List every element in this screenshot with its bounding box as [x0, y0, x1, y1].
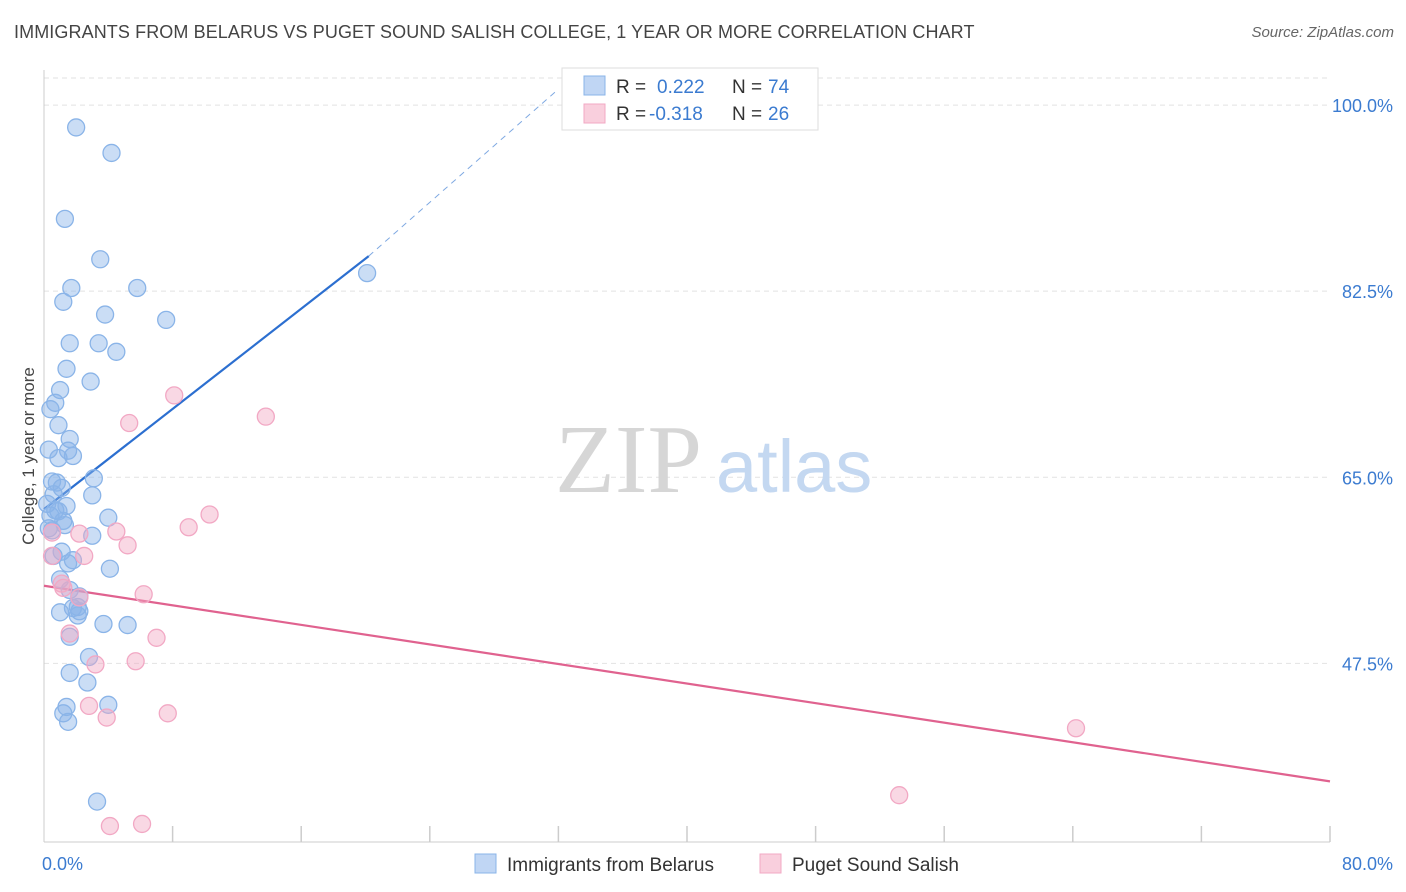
point-series1-6 — [42, 523, 62, 542]
legend-n-value-2: 26 — [768, 104, 789, 125]
series-legend-swatch-salish — [759, 853, 782, 874]
legend-r-value-1: 0.222 — [657, 77, 705, 98]
point-series1-18 — [86, 655, 105, 674]
point-series1-23 — [890, 786, 909, 805]
y-axis-label: College, 1 year or more — [19, 367, 38, 545]
point-series0-35 — [99, 508, 118, 527]
point-series0-1 — [102, 143, 121, 163]
legend-swatch-pink — [583, 103, 606, 124]
trend-line-extension-series0 — [368, 88, 559, 257]
point-series0-3 — [91, 250, 110, 269]
point-series0-61 — [54, 704, 73, 723]
point-series1-24 — [100, 816, 120, 836]
point-series0-10 — [89, 334, 108, 353]
point-series0-23 — [84, 469, 103, 488]
point-series1-22 — [1066, 719, 1086, 738]
x-tick-label-1: 80.0% — [1342, 854, 1393, 874]
point-series0-62 — [58, 712, 78, 731]
legend-n-value-1: 74 — [768, 77, 790, 98]
point-series0-4 — [62, 278, 81, 298]
point-series0-51 — [50, 603, 70, 622]
point-series0-6 — [54, 292, 73, 311]
point-series0-12 — [57, 359, 76, 378]
point-series1-19 — [158, 704, 177, 723]
chart-title: IMMIGRANTS FROM BELARUS VS PUGET SOUND S… — [14, 22, 975, 42]
stats-legend: R = 0.222 N = 74 R = -0.318 N = 26 — [561, 67, 819, 131]
point-series0-22 — [49, 448, 68, 468]
y-tick-label-3: 100.0% — [1332, 96, 1393, 116]
series-legend-label-salish: Puget Sound Salish — [792, 855, 959, 876]
source-credit: Source: ZipAtlas.com — [1251, 24, 1394, 41]
point-series1-8 — [118, 536, 137, 555]
point-series0-56 — [79, 647, 99, 667]
point-series0-11 — [107, 342, 126, 361]
point-series1-15 — [60, 624, 79, 643]
point-series1-7 — [70, 524, 89, 543]
point-series0-52 — [68, 606, 87, 625]
point-series0-53 — [94, 614, 113, 634]
trend-line-series1 — [43, 584, 1331, 783]
watermark-zip: ZIP — [555, 406, 702, 514]
point-series1-25 — [132, 814, 152, 834]
point-series1-4 — [179, 518, 198, 537]
trend-line-series0 — [43, 255, 370, 511]
series-legend-swatch-belarus — [474, 853, 497, 874]
point-series1-21 — [97, 708, 116, 727]
point-series0-28 — [83, 486, 102, 505]
point-series0-8 — [157, 310, 176, 330]
y-tick-label-2: 82.5% — [1342, 282, 1393, 302]
legend-n-label-2: N = — [732, 104, 762, 125]
legend-r-value-2: -0.318 — [649, 104, 703, 125]
point-series0-63 — [87, 792, 107, 811]
point-series0-9 — [60, 334, 79, 353]
series-legend: Immigrants from Belarus Puget Sound Sali… — [474, 853, 959, 876]
point-series1-14 — [70, 588, 89, 607]
watermark: ZIP atlas — [555, 406, 872, 514]
tick-labels: 47.5% 65.0% 82.5% 100.0% 0.0% 80.0% — [42, 96, 1393, 874]
point-series1-17 — [126, 652, 145, 671]
legend-swatch-blue — [583, 75, 606, 96]
x-tick-label-0: 0.0% — [42, 854, 83, 874]
point-series0-21 — [63, 446, 83, 466]
point-series1-3 — [200, 505, 219, 524]
point-series0-0 — [67, 118, 86, 137]
point-series0-2 — [55, 209, 75, 229]
series-legend-label-belarus: Immigrants from Belarus — [507, 855, 714, 876]
trend-lines — [43, 88, 1331, 783]
point-series1-16 — [147, 628, 166, 647]
point-series0-58 — [78, 673, 97, 692]
point-series0-43 — [58, 554, 78, 573]
legend-n-label-1: N = — [732, 77, 762, 98]
grid-lines — [44, 77, 1330, 664]
point-series1-0 — [165, 386, 184, 405]
point-series0-17 — [49, 416, 68, 435]
point-series0-7 — [95, 305, 115, 324]
y-tick-label-1: 65.0% — [1342, 468, 1393, 488]
point-series0-5 — [128, 278, 147, 298]
point-series0-13 — [81, 372, 100, 391]
point-series0-54 — [118, 615, 137, 635]
point-series0-44 — [100, 559, 120, 578]
point-series1-20 — [79, 696, 99, 716]
point-series1-1 — [256, 407, 275, 426]
watermark-atlas: atlas — [716, 425, 872, 508]
point-series0-27 — [44, 485, 63, 504]
legend-r-label-2: R = — [616, 104, 646, 125]
point-series1-9 — [42, 546, 62, 566]
point-series0-64 — [357, 263, 377, 283]
point-series0-16 — [41, 400, 60, 419]
point-series1-12 — [134, 585, 153, 604]
point-series1-10 — [75, 546, 94, 566]
y-tick-label-0: 47.5% — [1342, 654, 1393, 674]
point-series1-5 — [107, 522, 126, 541]
data-points — [38, 118, 1086, 836]
point-series0-57 — [60, 663, 79, 683]
axes — [43, 70, 1331, 843]
point-series1-2 — [120, 413, 139, 433]
point-series1-13 — [54, 578, 73, 598]
legend-r-label-1: R = — [616, 77, 646, 98]
